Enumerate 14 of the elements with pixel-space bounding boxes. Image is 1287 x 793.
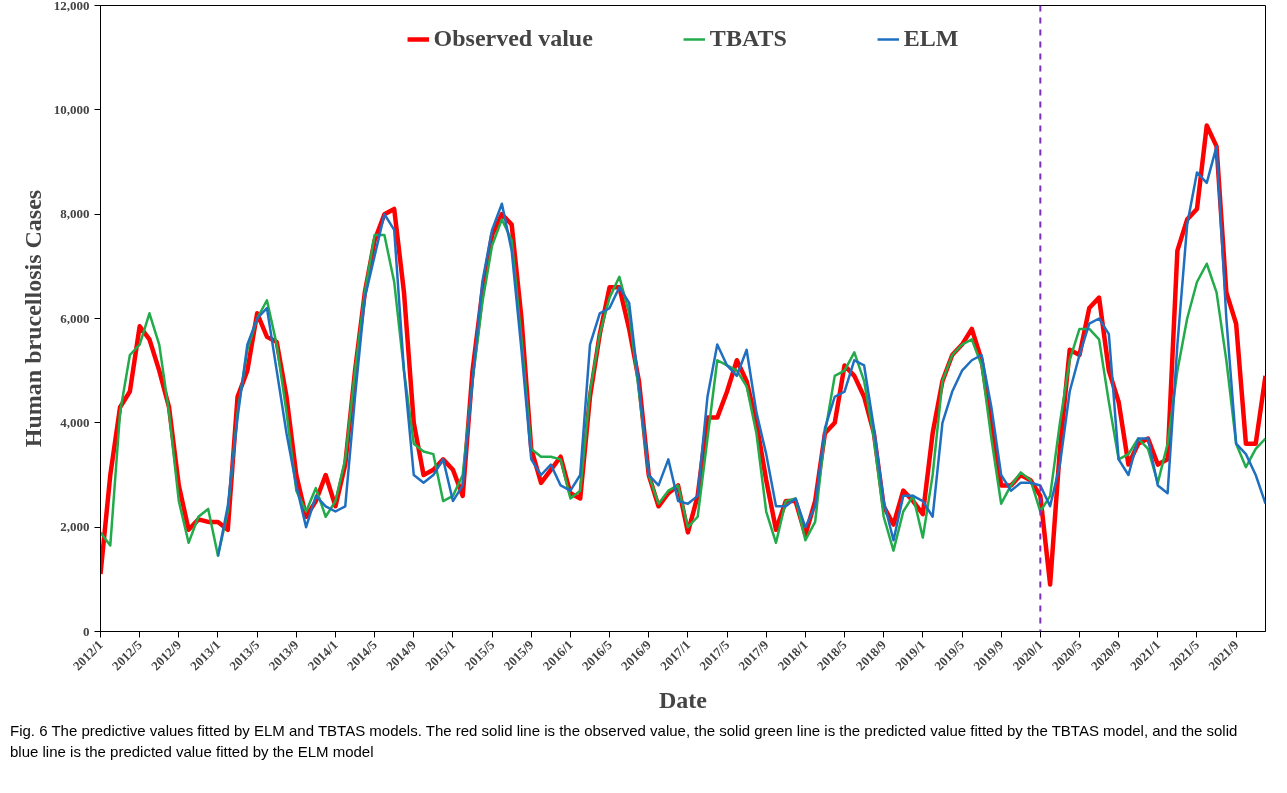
y-tick-label: 10,000 <box>53 101 90 117</box>
legend-label: ELM <box>903 25 959 52</box>
y-axis-title: Human brucellosis Cases <box>19 189 46 448</box>
x-axis-title: Date <box>659 686 708 713</box>
line-series <box>216 145 1266 558</box>
caption: Fig. 6 The predictive values fitted by ELM and TBTAS models. The red solid line is the observed value, the solid green line is the predicted value fitted by the TBTAS model, and the solid blue line is the predicted value fitted by the ELM model <box>10 721 1239 763</box>
y-tick-label: 2,000 <box>60 519 90 535</box>
legend-label: Observed value <box>433 25 593 52</box>
legend-label: TBATS <box>709 25 787 52</box>
y-tick-label: 0 <box>83 623 90 639</box>
y-tick-label: 4,000 <box>60 414 90 430</box>
y-tick-label: 6,000 <box>60 310 90 326</box>
y-tick-label: 12,000 <box>53 0 90 13</box>
y-tick-label: 8,000 <box>60 206 90 222</box>
